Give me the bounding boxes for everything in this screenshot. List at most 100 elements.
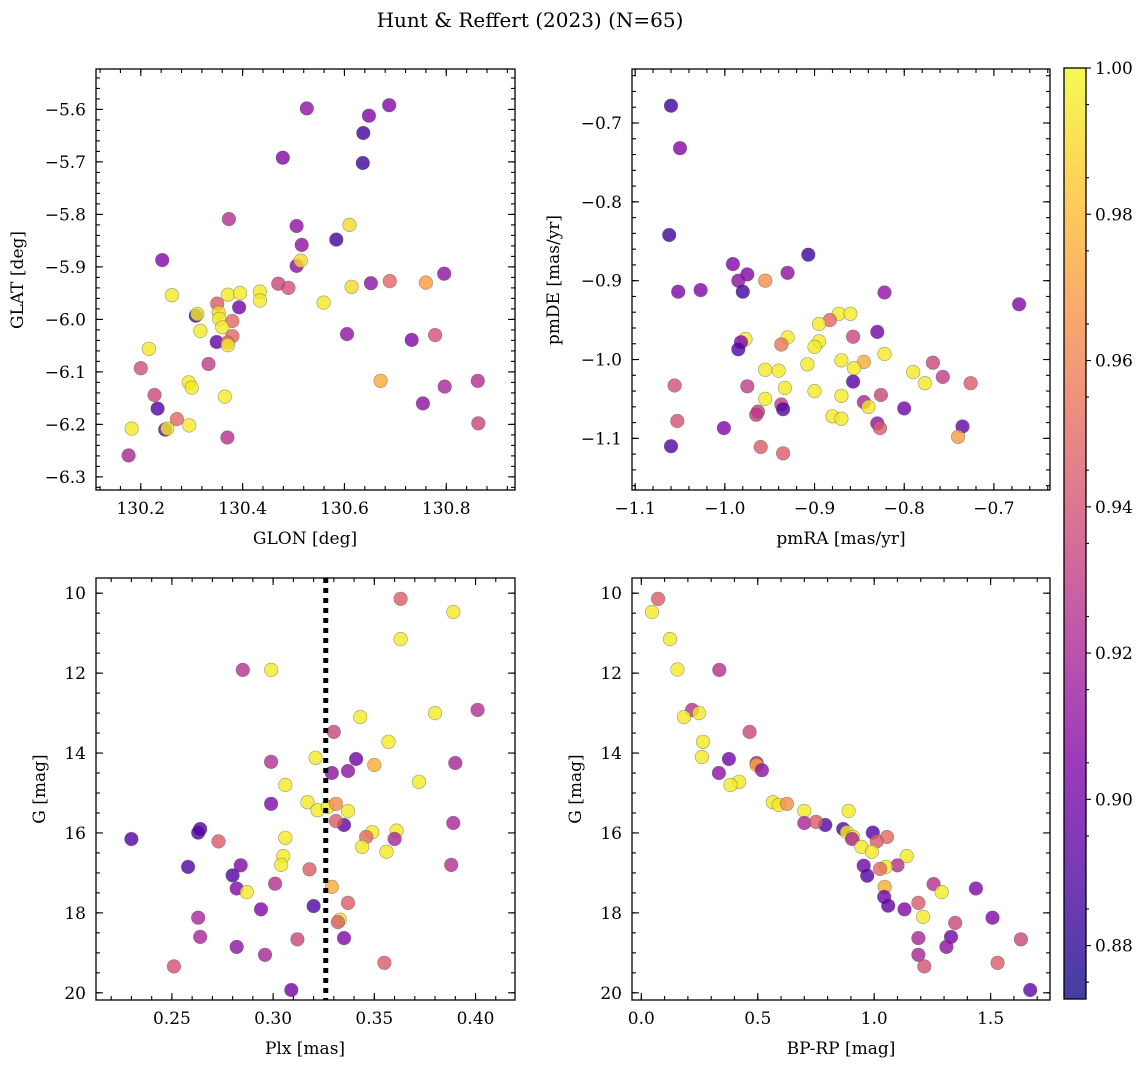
data-point: [471, 416, 486, 431]
data-point: [133, 361, 148, 376]
data-point: [233, 858, 248, 873]
data-point: [691, 705, 707, 721]
panel-pmra-pmde: −1.1 −1.0 −0.9 −0.8 −0.7 −1.1 −1.0 −0.9 −0.8 −0.7…: [544, 68, 1051, 549]
data-point: [843, 306, 858, 321]
data-point: [217, 389, 232, 404]
xlabel-glon: GLON [deg]: [253, 529, 357, 549]
data-point: [363, 276, 379, 291]
xtick-label: 0.40: [457, 1009, 495, 1029]
xtick-label: −0.9: [794, 499, 835, 519]
data-point: [264, 662, 279, 678]
xtick-label: −0.7: [973, 499, 1014, 519]
data-point: [278, 830, 293, 845]
xtick-label: −0.8: [884, 499, 925, 519]
data-point: [182, 418, 197, 433]
data-point: [771, 363, 786, 378]
data-point: [264, 754, 279, 769]
data-point: [667, 378, 682, 393]
data-point: [873, 387, 889, 403]
data-point: [834, 411, 849, 426]
data-point: [220, 338, 235, 353]
ytick-label: −5.9: [45, 258, 86, 278]
data-point: [191, 910, 206, 925]
data-point: [367, 757, 382, 773]
data-point: [342, 217, 357, 232]
data-point: [328, 796, 344, 811]
data-point: [740, 379, 755, 394]
data-point: [693, 283, 708, 298]
data-point: [911, 947, 926, 962]
xtick-label: 130.4: [218, 499, 267, 519]
data-point: [1023, 982, 1038, 998]
data-point: [353, 709, 368, 725]
data-point: [232, 300, 247, 315]
data-point: [281, 280, 296, 296]
data-point: [264, 796, 279, 811]
data-point: [881, 898, 896, 913]
data-point: [355, 839, 370, 855]
data-point: [723, 777, 738, 793]
data-point: [935, 369, 950, 385]
colorbar-tick-label: 0.88: [1095, 937, 1133, 957]
data-point: [841, 803, 856, 819]
data-point: [381, 734, 396, 749]
data-point: [470, 702, 485, 718]
data-point: [911, 930, 926, 946]
data-point: [872, 861, 888, 877]
data-point: [355, 155, 370, 171]
data-point: [155, 253, 170, 268]
data-point: [906, 365, 921, 380]
data-point: [676, 709, 692, 725]
points-plx-g: [124, 591, 485, 998]
data-point: [897, 401, 912, 416]
ytick-label: −5.6: [45, 100, 86, 120]
data-point: [121, 448, 136, 463]
data-point: [695, 734, 711, 749]
data-point: [663, 439, 679, 454]
data-point: [897, 902, 912, 917]
data-point: [834, 388, 849, 403]
data-point: [845, 329, 861, 344]
data-point: [911, 895, 926, 911]
ytick-label: 20: [64, 984, 86, 1004]
ytick-label: −0.7: [581, 114, 622, 134]
ytick-label: 20: [600, 984, 622, 1004]
data-point: [446, 604, 461, 620]
data-point: [775, 402, 791, 417]
data-point: [393, 631, 408, 647]
data-point: [845, 374, 861, 389]
panel-bprp-g: 0.0 0.5 1.0 1.5 10 12 14 16 18 20 BP-RP [mag] G […: [566, 577, 1051, 1059]
data-point: [411, 774, 427, 789]
data-point: [644, 604, 660, 620]
data-point: [184, 380, 199, 395]
data-point: [870, 324, 885, 340]
data-point: [340, 803, 356, 819]
data-point: [758, 273, 773, 288]
data-point: [777, 380, 793, 396]
data-point: [220, 430, 235, 445]
data-point: [807, 339, 822, 355]
colorbar-tick-label: 0.94: [1095, 498, 1133, 518]
data-point: [754, 763, 770, 778]
data-point: [775, 446, 791, 461]
data-point: [670, 662, 685, 677]
data-point: [201, 356, 216, 372]
data-point: [662, 227, 677, 243]
data-point: [191, 825, 206, 840]
data-point: [253, 902, 269, 917]
data-point: [349, 751, 364, 767]
colorbar-tick-label: 0.98: [1095, 205, 1133, 225]
data-point: [990, 955, 1005, 970]
data-point: [124, 421, 139, 436]
ytick-label: −6.3: [45, 468, 86, 488]
data-point: [166, 959, 181, 974]
data-point: [290, 932, 305, 947]
data-point: [215, 320, 230, 335]
data-point: [190, 307, 205, 322]
data-point: [274, 857, 289, 873]
ytick-label: −6.1: [45, 363, 86, 383]
colorbar-tick-label: 0.96: [1095, 352, 1133, 372]
data-point: [300, 795, 315, 810]
colorbar: 0.88 0.90 0.92 0.94 0.96 0.98 1.00: [1063, 59, 1133, 1000]
